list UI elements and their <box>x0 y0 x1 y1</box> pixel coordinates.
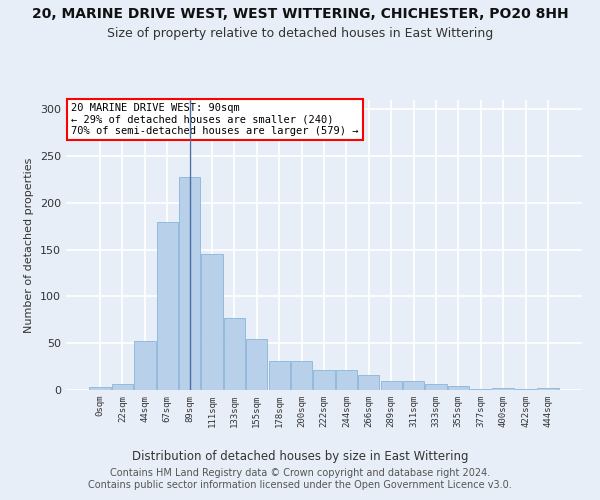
Bar <box>89 387 111 390</box>
Text: 20, MARINE DRIVE WEST, WEST WITTERING, CHICHESTER, PO20 8HH: 20, MARINE DRIVE WEST, WEST WITTERING, C… <box>32 8 568 22</box>
Bar <box>134 342 155 390</box>
Text: Contains HM Land Registry data © Crown copyright and database right 2024.
Contai: Contains HM Land Registry data © Crown c… <box>88 468 512 490</box>
Bar <box>470 389 491 390</box>
Bar <box>313 370 335 390</box>
Bar <box>380 380 402 390</box>
Bar <box>179 176 200 390</box>
Bar <box>157 222 178 390</box>
Bar <box>224 318 245 390</box>
Bar <box>291 361 312 390</box>
Bar <box>112 384 133 390</box>
Bar <box>202 254 223 390</box>
Bar <box>493 388 514 390</box>
Text: 20 MARINE DRIVE WEST: 90sqm
← 29% of detached houses are smaller (240)
70% of se: 20 MARINE DRIVE WEST: 90sqm ← 29% of det… <box>71 103 359 136</box>
Bar <box>537 388 559 390</box>
Text: Size of property relative to detached houses in East Wittering: Size of property relative to detached ho… <box>107 28 493 40</box>
Bar <box>358 375 379 390</box>
Text: Distribution of detached houses by size in East Wittering: Distribution of detached houses by size … <box>132 450 468 463</box>
Bar <box>403 380 424 390</box>
Bar <box>448 386 469 390</box>
Bar <box>246 338 268 390</box>
Bar <box>425 384 446 390</box>
Bar <box>269 361 290 390</box>
Y-axis label: Number of detached properties: Number of detached properties <box>25 158 34 332</box>
Bar <box>336 370 357 390</box>
Bar <box>515 389 536 390</box>
